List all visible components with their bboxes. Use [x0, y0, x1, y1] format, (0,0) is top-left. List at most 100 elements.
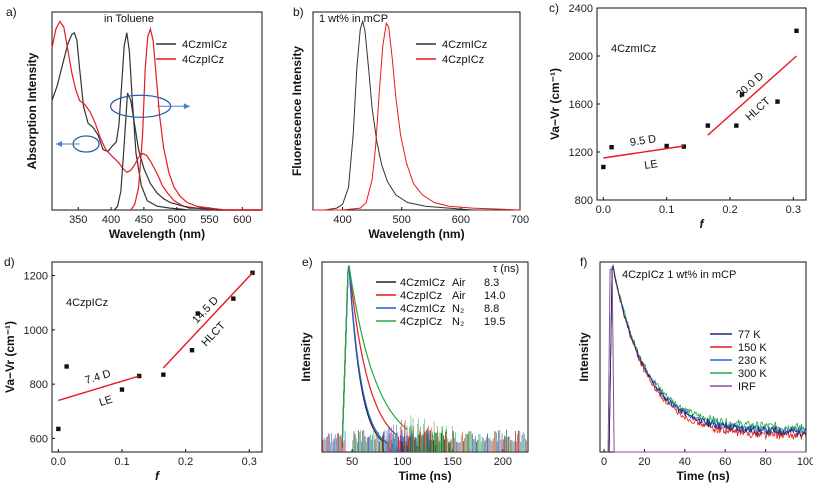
series-line-4 [130, 26, 262, 211]
panel-a: 350 400 450 500 550 600 Wavelength (nm) Absorpt… [6, 5, 263, 241]
fit-region-label: LE [644, 158, 659, 172]
y-axis-label: Absorption Intensity [25, 52, 39, 169]
legend-env: N₂ [452, 303, 464, 315]
x-tick-label: 0 [601, 456, 607, 468]
legend-env: Air [452, 277, 466, 289]
x-tick-label: 350 [69, 214, 87, 226]
x-tick-label: 0.2 [722, 204, 737, 216]
x-tick-label: 60 [719, 456, 731, 468]
x-axis-label: Time (ns) [398, 469, 451, 483]
data-point [56, 426, 61, 432]
x-tick-label: 600 [452, 214, 470, 226]
series-line-1 [313, 19, 520, 211]
y-axis-label: Fluorescence Intensity [290, 46, 304, 176]
data-point [119, 387, 125, 392]
x-tick-label: 550 [200, 214, 218, 226]
panel-e: 50 100 150 200 Time (ns) Intensity e) τ (ns) 4Cz… [299, 255, 529, 483]
x-tick-label: 0.0 [51, 456, 66, 468]
data-point [601, 164, 606, 170]
y-tick-label: 1600 [569, 99, 593, 111]
x-axis-label: Wavelength (nm) [109, 227, 205, 241]
data-point [250, 270, 255, 276]
fit-dipole-label: 20.0 D [734, 70, 766, 101]
y-tick-label: 1200 [569, 147, 593, 159]
legend-label: IRF [738, 381, 756, 393]
data-point [664, 143, 669, 149]
y-tick-label: 1200 [24, 271, 48, 283]
data-point [189, 348, 195, 353]
x-tick-label: 0.0 [596, 204, 611, 216]
series-line-2 [51, 20, 262, 211]
legend-label: 4CzpICz [182, 54, 224, 66]
arrow-right-head [183, 103, 190, 110]
x-axis-label: Wavelength (nm) [368, 227, 464, 241]
y-axis-label: Va−Vr (cm⁻¹) [548, 68, 562, 140]
legend-label: 150 K [738, 342, 767, 354]
series-line-3 [113, 92, 262, 211]
legend-label: 300 K [738, 368, 767, 380]
legend-label: 4CzpICz [442, 54, 484, 66]
x-axis-label: f [155, 469, 160, 483]
data-point [161, 372, 166, 377]
panel-c: 0.0 0.1 0.2 0.3 800 1200 1600 2000 2400 f Va−Vr (c… [548, 1, 807, 231]
decay-curve [341, 265, 398, 449]
x-tick-label: 400 [102, 214, 120, 226]
x-tick-label: 700 [511, 214, 529, 226]
baseline-noise [333, 429, 519, 452]
x-tick-label: 50 [346, 456, 358, 468]
x-axis-label: Time (ns) [676, 469, 729, 483]
y-tick-label: 800 [575, 195, 593, 207]
data-point [739, 92, 745, 97]
panel-d: 0.0 0.1 0.2 0.3 600 800 1000 1200 f Va−Vr (cm⁻¹) d… [3, 255, 263, 483]
y-tick-label: 1000 [24, 325, 48, 337]
x-tick-label: 450 [135, 214, 153, 226]
decay-curve [608, 266, 806, 453]
fit-dipole-label: 9.5 D [629, 133, 657, 149]
data-point [609, 145, 614, 150]
legend-tau: 8.8 [484, 303, 499, 315]
fit-line [707, 55, 797, 136]
x-tick-label: 100 [797, 456, 813, 468]
plot-frame [51, 11, 263, 211]
x-tick-label: 500 [393, 214, 411, 226]
plot-frame [312, 11, 521, 211]
x-tick-label: 0.1 [659, 204, 674, 216]
x-tick-label: 200 [494, 456, 512, 468]
decay-curve [341, 265, 388, 449]
data-point [794, 28, 799, 33]
x-tick-label: 100 [393, 456, 411, 468]
panel-label: d) [4, 255, 15, 269]
x-tick-label: 400 [333, 214, 351, 226]
legend-name: 4CzpICz [400, 316, 442, 328]
chart-title: 4CzpICz [66, 297, 108, 309]
series-line-2 [313, 21, 521, 211]
x-tick-label: 80 [759, 456, 771, 468]
x-tick-label: 0.3 [786, 204, 801, 216]
data-point [195, 311, 200, 316]
panel-b: 400 500 600 700 Wavelength (nm) Fluorescence … [290, 5, 529, 241]
legend-tau: 14.0 [484, 290, 505, 302]
annotation: 1 wt% in mCP [319, 13, 388, 25]
panel-f: 0 20 40 60 80 100 Time (ns) Intensity f) 4CzpICz … [577, 255, 813, 483]
legend-tau: 19.5 [484, 316, 505, 328]
data-point [231, 296, 236, 301]
x-tick-label: 40 [679, 456, 691, 468]
x-axis-label: f [700, 217, 705, 231]
fit-region-label: LE [98, 394, 114, 409]
legend-name: 4CzmICz [400, 303, 445, 315]
legend-label: 4CzmICz [182, 39, 227, 51]
baseline-noise [322, 430, 527, 452]
annotation: 4CzpICz 1 wt% in mCP [622, 269, 736, 281]
legend-env: N₂ [452, 316, 464, 328]
decay-curve [608, 263, 806, 453]
plot-frame [51, 261, 263, 453]
chart-title: 4CzmICz [611, 43, 656, 55]
y-tick-label: 2000 [569, 51, 593, 63]
y-axis-label: Intensity [577, 332, 591, 382]
legend-label: 230 K [738, 355, 767, 367]
legend-label: 4CzmICz [442, 39, 487, 51]
panel-label: f) [580, 255, 587, 269]
x-tick-label: 150 [443, 456, 461, 468]
fit-line [58, 375, 140, 402]
